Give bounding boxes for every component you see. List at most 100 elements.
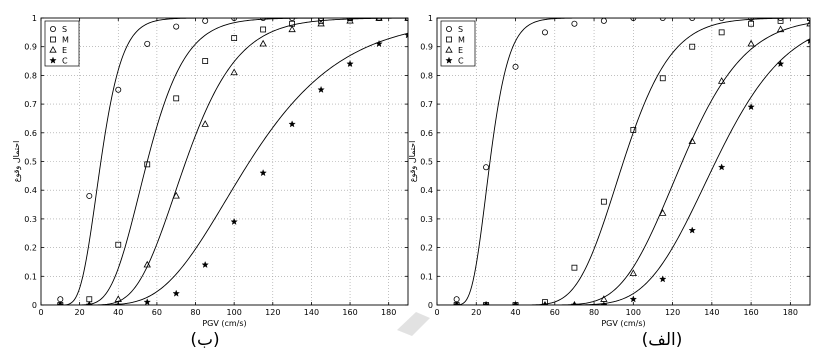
x-tick-label: 140 bbox=[304, 308, 319, 317]
data-point-E bbox=[688, 137, 696, 145]
data-point-C bbox=[346, 60, 354, 68]
y-tick-label: 0.5 bbox=[420, 158, 433, 167]
x-tick-label: 180 bbox=[381, 308, 396, 317]
y-tick-label: 0.5 bbox=[24, 158, 37, 167]
data-point-C bbox=[404, 31, 408, 39]
y-tick-label: 0.6 bbox=[24, 129, 37, 138]
y-tick-label: 0.7 bbox=[420, 100, 433, 109]
data-point-E bbox=[346, 18, 354, 24]
y-axis-label: احتمال وقوع bbox=[12, 141, 21, 183]
legend-marker-S bbox=[50, 25, 57, 32]
legend-label: S bbox=[62, 25, 67, 34]
data-point-M bbox=[202, 58, 209, 64]
data-point-E bbox=[259, 39, 267, 47]
x-tick-label: 120 bbox=[665, 308, 680, 317]
data-point-C bbox=[452, 301, 461, 305]
data-point-E bbox=[201, 120, 209, 127]
legend-marker-C bbox=[445, 56, 453, 64]
data-point-C bbox=[688, 226, 696, 234]
data-point-S bbox=[86, 192, 93, 199]
data-point-S bbox=[777, 18, 784, 21]
data-point-E bbox=[172, 191, 180, 199]
y-tick-label: 1 bbox=[32, 14, 37, 23]
data-point-M bbox=[659, 75, 666, 82]
data-point-E bbox=[230, 68, 238, 76]
x-tick-label: 100 bbox=[626, 308, 641, 317]
data-point-C bbox=[541, 301, 549, 305]
data-point-S bbox=[571, 20, 578, 27]
x-tick-label: 40 bbox=[510, 308, 520, 317]
y-tick-label: 0.6 bbox=[420, 129, 433, 138]
legend-label: S bbox=[458, 25, 463, 34]
x-tick-label: 0 bbox=[434, 308, 439, 317]
data-point-C bbox=[629, 295, 637, 303]
y-tick-label: 0.4 bbox=[420, 186, 433, 195]
data-point-C bbox=[570, 301, 579, 305]
data-point-M bbox=[571, 264, 578, 271]
data-point-M bbox=[689, 43, 696, 50]
data-point-E bbox=[629, 269, 637, 277]
data-point-S bbox=[541, 29, 548, 36]
panel-caption: (الف) bbox=[642, 330, 683, 350]
x-tick-label: 160 bbox=[342, 308, 357, 317]
legend-label: M bbox=[458, 36, 465, 45]
legend-label: E bbox=[458, 46, 463, 55]
data-point-C bbox=[717, 163, 726, 171]
data-point-E bbox=[806, 19, 810, 27]
data-point-E bbox=[659, 209, 667, 216]
x-tick-label: 20 bbox=[471, 308, 481, 317]
data-point-M bbox=[231, 35, 238, 41]
x-tick-label: 40 bbox=[113, 308, 123, 317]
data-point-M bbox=[144, 161, 151, 168]
data-point-S bbox=[483, 164, 490, 171]
x-tick-label: 20 bbox=[75, 308, 85, 317]
data-point-C bbox=[776, 60, 785, 68]
data-point-E bbox=[776, 25, 785, 33]
legend-marker-M bbox=[50, 36, 56, 43]
data-point-M bbox=[260, 26, 267, 33]
legend-label: C bbox=[62, 57, 68, 66]
data-point-C bbox=[201, 260, 209, 268]
legend-marker-S bbox=[445, 25, 452, 32]
x-tick-label: 140 bbox=[704, 308, 719, 317]
x-axis-label: PGV (cm/s) bbox=[601, 319, 645, 328]
y-tick-label: 1 bbox=[428, 14, 433, 23]
data-point-C bbox=[482, 301, 490, 305]
data-point-S bbox=[718, 18, 725, 21]
data-point-E bbox=[717, 77, 726, 84]
data-point-C bbox=[747, 103, 755, 111]
data-point-M bbox=[718, 29, 725, 36]
panel-caption: (ب) bbox=[190, 330, 219, 350]
series-line-S bbox=[437, 18, 810, 305]
legend-marker-M bbox=[446, 36, 452, 43]
data-point-M bbox=[173, 95, 180, 102]
data-point-E bbox=[375, 18, 383, 21]
x-tick-label: 160 bbox=[743, 308, 758, 317]
watermark-arrow bbox=[397, 312, 430, 336]
data-point-M bbox=[115, 241, 122, 248]
legend-marker-C bbox=[49, 56, 57, 64]
data-point-C bbox=[659, 275, 667, 283]
x-tick-label: 60 bbox=[152, 308, 162, 317]
y-axis-label: احتمال وقوع bbox=[408, 141, 417, 183]
series-line-E bbox=[437, 22, 810, 305]
legend-marker-E bbox=[49, 45, 57, 53]
x-tick-label: 120 bbox=[265, 308, 280, 317]
x-tick-label: 80 bbox=[190, 308, 200, 317]
legend-label: E bbox=[62, 46, 67, 55]
data-point-C bbox=[85, 301, 93, 305]
y-tick-label: 0.9 bbox=[24, 43, 37, 52]
x-tick-label: 60 bbox=[550, 308, 560, 317]
series-line-C bbox=[437, 38, 810, 305]
data-point-M bbox=[748, 20, 755, 27]
data-point-C bbox=[317, 85, 325, 93]
x-tick-label: 180 bbox=[783, 308, 798, 317]
y-tick-label: 0.9 bbox=[420, 43, 433, 52]
data-point-S bbox=[689, 18, 696, 21]
data-point-S bbox=[173, 23, 180, 30]
y-tick-label: 0.4 bbox=[24, 186, 37, 195]
y-tick-label: 0.2 bbox=[24, 244, 37, 253]
data-point-C bbox=[172, 289, 180, 297]
